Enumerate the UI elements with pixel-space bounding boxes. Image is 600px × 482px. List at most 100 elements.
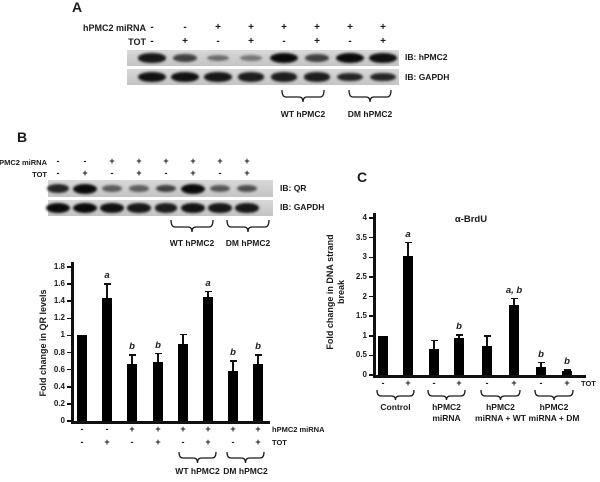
significance-label: b [538,348,544,360]
group-label: WT hPMC2 [175,466,220,476]
blot-band [46,203,70,213]
y-tick-label: 0 [60,416,65,425]
error-bar-stem [182,333,184,344]
bar [253,363,263,421]
condition-symbol: + [511,378,517,388]
y-tick-mark [369,295,373,298]
condition-symbol: - [216,36,220,47]
significance-label: b [155,339,161,351]
condition-row-label: TOT [32,170,47,179]
error-bar-cap [455,334,463,336]
blot-band [237,72,265,82]
panel-a-label: A [72,0,83,15]
error-bar-stem [131,354,133,364]
group-label: hPMC2 [539,402,569,412]
group-bracket [480,389,521,401]
group-bracket [281,89,325,103]
error-bar-stem [157,352,159,362]
group-bracket [170,219,214,233]
condition-symbol: - [231,437,235,447]
blot-band [181,183,205,194]
y-tick-label: 3 [362,252,367,262]
condition-symbol: + [456,378,462,388]
error-bar-cap [103,283,111,285]
blot-band [181,203,205,213]
group-label: hPMC2 [432,402,461,412]
bracket-path [376,389,415,401]
condition-symbol: - [150,22,154,33]
blot-strip [46,180,273,197]
blot-band [270,72,298,82]
y-tick-label: 0.6 [53,364,65,374]
error-bar-cap [254,354,262,356]
y-tick-mark [369,217,373,219]
condition-symbol: + [380,36,386,47]
ib-label: IB: QR [280,183,307,193]
condition-row-label: hPMC2 miRNA [0,158,47,167]
y-axis-line [373,213,376,377]
y-tick-mark [67,420,71,422]
error-bar-stem [232,360,234,372]
error-bar-stem [257,354,259,364]
bar [153,361,163,421]
bracket-path [281,89,325,103]
blot-band [73,203,97,213]
group-bracket [534,389,574,401]
error-bar-cap [229,360,237,362]
y-tick-mark [369,256,373,258]
y-tick-label: 4 [362,213,367,222]
y-tick-label: 0.5 [355,350,367,360]
axis-row-label: hPMC2 miRNA [272,425,325,434]
blot-band [304,54,330,62]
condition-symbol: + [405,378,411,388]
bar [378,335,388,375]
error-bar-cap [204,290,212,293]
blot-band [138,72,166,82]
condition-symbol: + [155,437,161,447]
y-tick-label: 1.4 [53,296,65,306]
blot-band [369,53,397,63]
y-tick-label: 1.8 [53,262,65,271]
condition-symbol: + [347,22,353,33]
error-bar-stem [207,290,209,297]
condition-symbol: - [282,36,286,47]
bracket-path [427,389,466,401]
blot-band [237,184,257,193]
bar [536,367,546,375]
y-tick-mark [67,300,71,302]
condition-symbol: - [80,424,84,434]
blot-band [369,72,397,82]
bar [403,256,413,375]
bar [127,363,137,421]
significance-label: b [564,356,570,368]
blot-band [171,72,199,82]
error-bar-stem [458,334,460,339]
group-label: DM hPMC2 [223,466,268,476]
blot-band [204,72,232,82]
blot-strip [127,69,399,85]
y-axis-label: Fold change in DNA strand break [325,234,346,350]
bracket-path [534,389,574,401]
condition-symbol: + [180,424,186,434]
ib-label: IB: GAPDH [405,72,450,82]
bar [509,305,519,375]
condition-symbol: + [104,437,110,447]
y-tick-label: 0.2 [53,398,65,408]
chart-title: α-BrdU [454,214,488,225]
condition-symbol: + [190,156,196,166]
panel-b-label: B [17,129,28,145]
condition-symbol: + [190,168,196,178]
bar [482,345,492,375]
bracket-path [178,451,217,464]
bar [102,297,112,421]
condition-symbol: - [348,36,352,47]
group-label: DM hPMC2 [347,109,393,119]
error-bar-cap [128,354,136,356]
y-tick-label: 0 [362,370,367,379]
y-tick-label: 2.5 [355,271,367,281]
bar [178,344,188,421]
blot-band [129,185,149,192]
error-bar-stem [513,297,515,306]
